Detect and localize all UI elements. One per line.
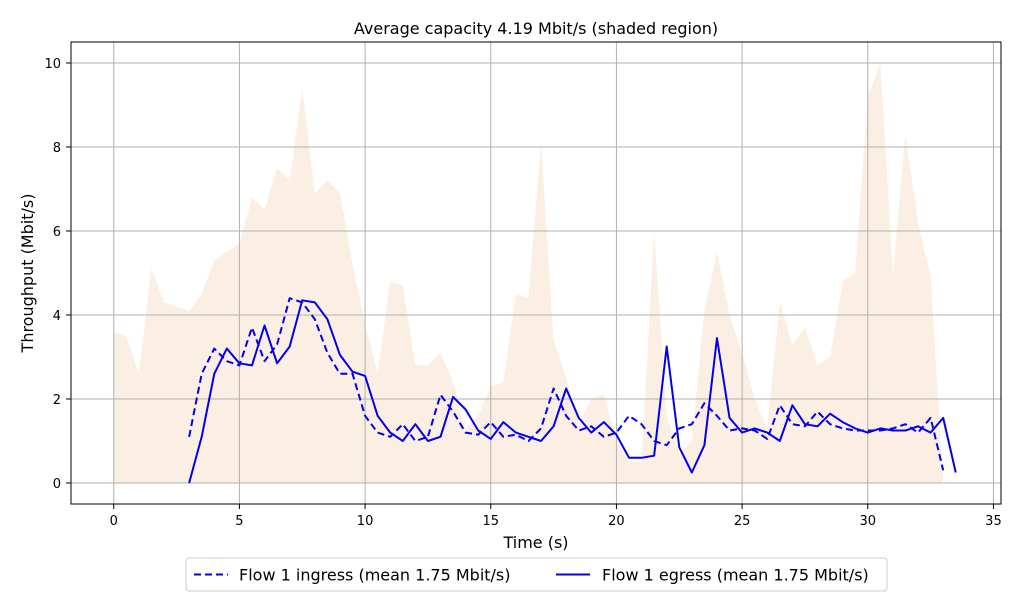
legend: Flow 1 ingress (mean 1.75 Mbit/s) Flow 1… <box>185 557 888 592</box>
x-tick-label: 30 <box>860 514 877 529</box>
y-axis-label: Throughput (Mbit/s) <box>18 194 37 354</box>
series-line-egress <box>188 299 957 484</box>
legend-label-egress: Flow 1 egress (mean 1.75 Mbit/s) <box>602 566 869 585</box>
y-axis-ticks: 0 2 4 6 8 10 <box>44 57 71 492</box>
y-tick-label: 0 <box>53 477 61 492</box>
x-axis-label: Time (s) <box>502 533 568 552</box>
y-tick-label: 8 <box>53 141 61 156</box>
legend-box <box>185 557 888 592</box>
grid <box>71 42 1001 504</box>
capacity-area <box>113 63 944 483</box>
y-tick-label: 2 <box>53 393 61 408</box>
y-tick-label: 4 <box>53 309 61 324</box>
plot-frame <box>70 41 1002 505</box>
chart-title: Average capacity 4.19 Mbit/s (shaded reg… <box>354 19 718 38</box>
x-tick-label: 0 <box>110 514 118 529</box>
y-tick-label: 10 <box>44 57 61 72</box>
x-tick-label: 25 <box>734 514 751 529</box>
x-tick-label: 15 <box>482 514 499 529</box>
x-tick-label: 35 <box>985 514 1002 529</box>
series-lines <box>188 297 957 484</box>
x-tick-label: 5 <box>235 514 243 529</box>
legend-label-ingress: Flow 1 ingress (mean 1.75 Mbit/s) <box>239 566 511 585</box>
x-tick-label: 10 <box>357 514 374 529</box>
series-line-ingress <box>188 297 945 471</box>
x-axis-ticks: 0 5 10 15 20 25 30 35 <box>110 504 1002 529</box>
capacity-shaded-region <box>113 63 944 483</box>
x-tick-label: 20 <box>608 514 625 529</box>
y-tick-label: 6 <box>53 225 61 240</box>
